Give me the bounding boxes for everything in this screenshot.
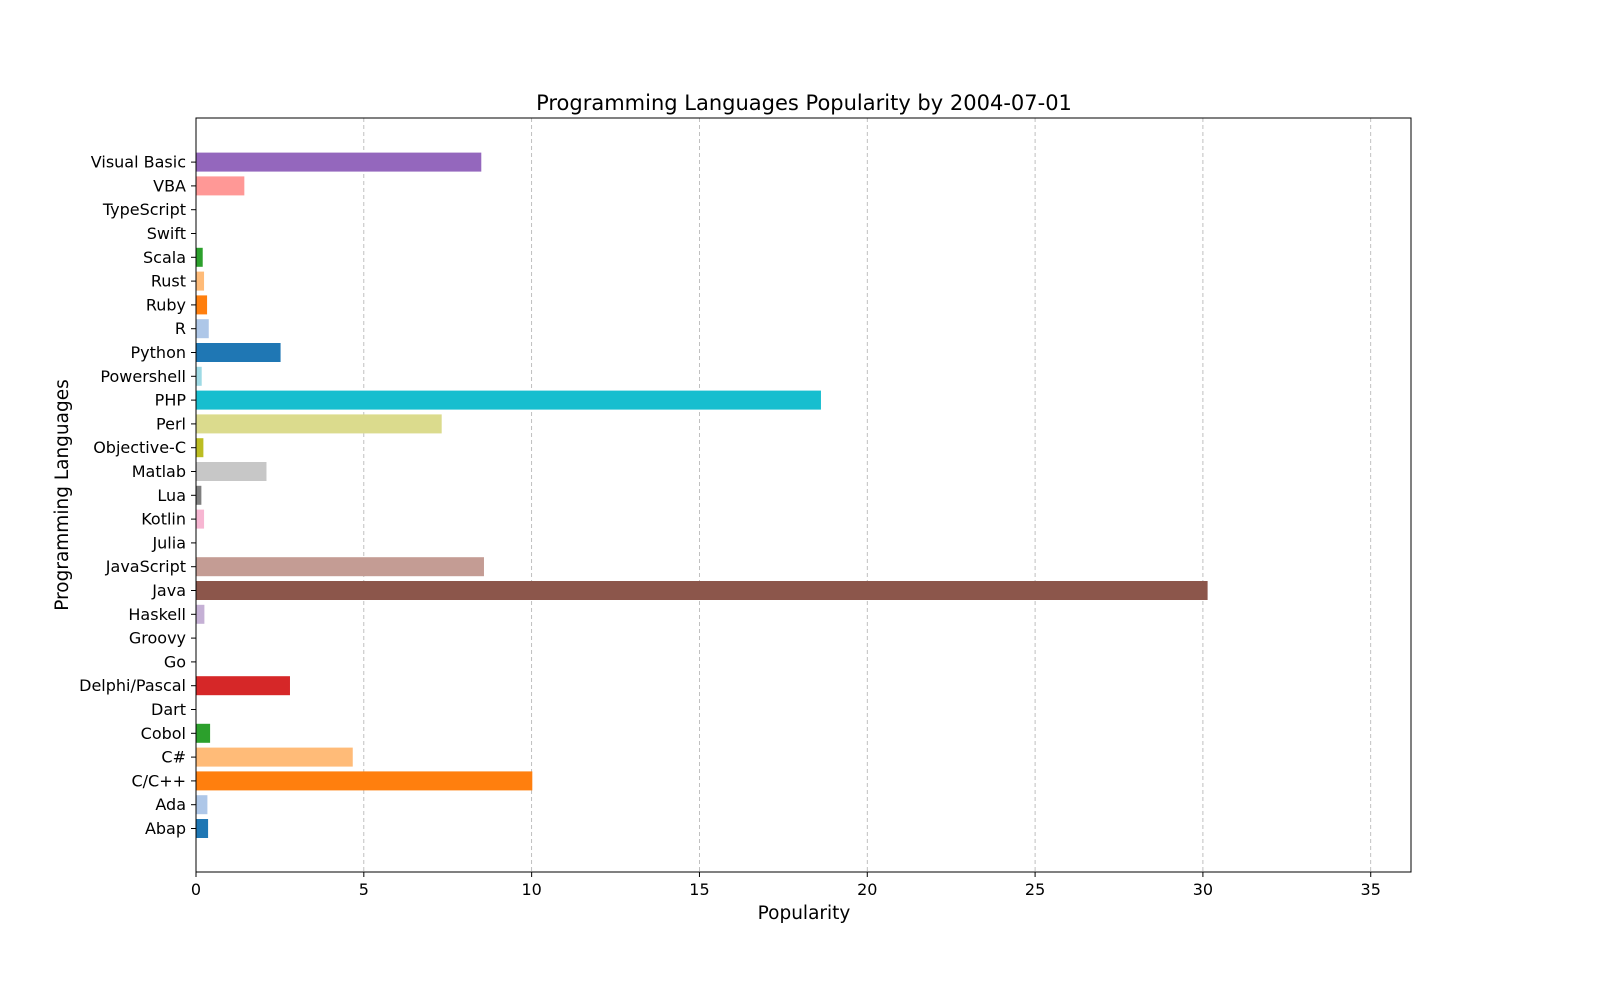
x-tick-label: 15 — [689, 880, 709, 899]
y-tick-label: VBA — [153, 176, 186, 195]
bar-perl — [196, 414, 442, 434]
bar-ada — [196, 795, 208, 815]
bar-objective-c — [196, 438, 204, 458]
y-tick-label: C/C++ — [131, 771, 186, 790]
x-axis-ticks: 0 5 10 15 20 25 30 35 — [191, 872, 1381, 899]
bar-r — [196, 319, 209, 339]
y-tick-label: Lua — [157, 486, 186, 505]
bar-visual-basic — [196, 152, 482, 172]
y-tick-label: Julia — [151, 533, 186, 552]
bar-vba — [196, 176, 245, 196]
grid-lines — [363, 118, 1372, 872]
bar-c- — [196, 747, 353, 767]
bar-matlab — [196, 462, 267, 481]
bar-scala — [196, 247, 203, 267]
bar-c-c- — [196, 771, 533, 791]
x-tick-label: 20 — [857, 880, 877, 899]
bar-java — [196, 581, 1208, 600]
y-tick-label: Powershell — [100, 367, 186, 386]
plot-frame — [195, 117, 1412, 873]
y-tick-label: Go — [164, 652, 186, 671]
y-axis-ticks: Abap Ada C/C++ C# Cobol Dart Delphi/Pascal Go Gr… — [79, 153, 196, 838]
bar-haskell — [196, 604, 205, 624]
x-tick-label: 25 — [1025, 880, 1045, 899]
y-tick-label: JavaScript — [105, 557, 186, 576]
bar-php — [196, 390, 821, 410]
x-tick-label: 35 — [1361, 880, 1381, 899]
y-tick-label: Ruby — [146, 295, 186, 314]
y-tick-label: Dart — [151, 700, 186, 719]
x-axis-title: Popularity — [758, 903, 851, 924]
y-tick-label: Swift — [147, 224, 186, 243]
y-tick-label: Kotlin — [141, 510, 186, 529]
y-tick-label: Perl — [156, 414, 186, 433]
y-tick-label: Haskell — [128, 605, 186, 624]
y-tick-label: Scala — [143, 248, 186, 267]
y-tick-label: PHP — [155, 391, 187, 410]
bar-abap — [196, 819, 209, 838]
y-tick-label: Visual Basic — [91, 153, 186, 172]
bar-lua — [196, 485, 202, 505]
y-tick-label: Rust — [151, 272, 186, 291]
y-axis-title: Programming Languages — [52, 379, 73, 611]
y-tick-label: TypeScript — [102, 200, 186, 219]
y-tick-label: Java — [151, 581, 186, 600]
bar-delphi-pascal — [196, 676, 290, 696]
bars — [196, 152, 1208, 838]
bar-javascript — [196, 557, 484, 577]
y-tick-label: Python — [131, 343, 186, 362]
x-tick-label: 0 — [191, 880, 201, 899]
y-tick-label: Delphi/Pascal — [79, 676, 186, 695]
chart-title: Programming Languages Popularity by 2004… — [536, 91, 1072, 115]
bar-kotlin — [196, 509, 205, 529]
y-tick-label: Groovy — [129, 629, 186, 648]
y-tick-label: Objective-C — [93, 438, 186, 457]
y-tick-label: C# — [161, 748, 186, 767]
x-tick-label: 10 — [521, 880, 541, 899]
bar-rust — [196, 271, 205, 291]
bar-python — [196, 343, 281, 362]
bar-powershell — [196, 366, 202, 386]
x-tick-label: 5 — [359, 880, 369, 899]
x-tick-label: 30 — [1193, 880, 1213, 899]
y-tick-label: Abap — [145, 819, 186, 838]
y-tick-label: Cobol — [141, 724, 186, 743]
y-tick-label: Ada — [155, 795, 186, 814]
bar-cobol — [196, 723, 211, 743]
y-tick-label: Matlab — [132, 462, 186, 481]
bar-ruby — [196, 295, 208, 315]
y-tick-label: R — [175, 319, 186, 338]
